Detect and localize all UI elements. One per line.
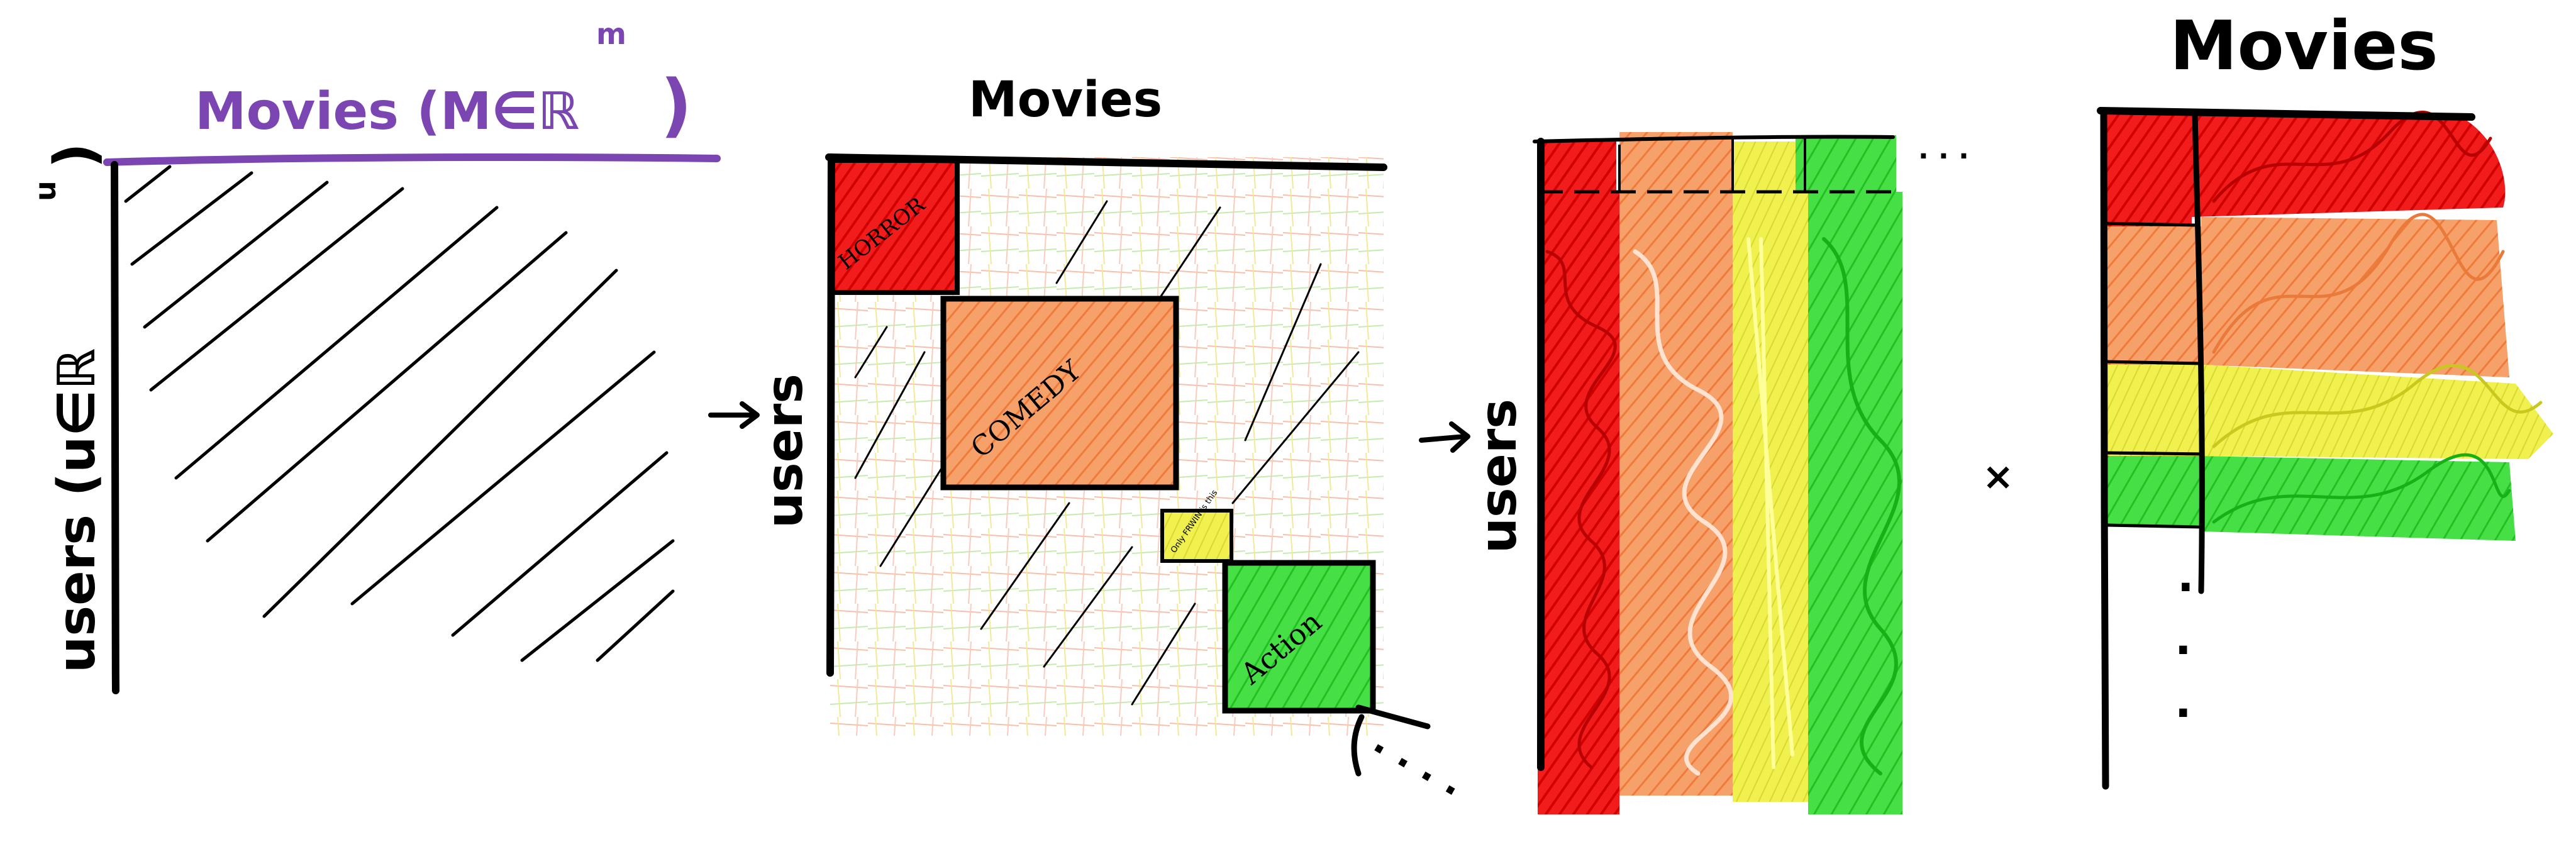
panel4-row-yellow [2204,365,2553,459]
panel3-user-factors: users . . . [1469,132,1969,814]
panel4-header-yellow [2104,365,2204,456]
panel4-header-divider [2192,110,2205,594]
panel4-ellipsis-dot-2: . [2175,613,2192,665]
panel3-left-axis [1536,138,1545,771]
panel3-header-green [1796,135,1896,192]
panel3-ellipsis: . . . [1918,133,1969,165]
panel2-users-label: users [755,374,814,528]
panel4-header-green [2107,456,2201,525]
panel3-top-axis [1533,135,1895,143]
panel2-action-block [1222,560,1376,714]
panel4-header-red [2101,113,2192,226]
panel1-movies-close-paren: ) [660,65,692,145]
panel2-diagonal-continuation [1351,704,1431,777]
panel2-horror-block [829,158,960,295]
panel4-row-red [2192,113,2506,217]
panel1-users-close-paren: ) [42,143,108,169]
panel2-tiny-block [1160,509,1233,563]
panel3-header-yellow [1733,142,1796,192]
panel3-column-orange [1619,192,1733,796]
panel2-top-axis [825,153,1387,171]
panel3-column-green [1808,192,1902,814]
panel3-column-dividers [1618,138,1806,192]
panel1-empty-hatching [124,165,675,662]
panel2-genre-blocks: Movies users HORROR COMEDY Only FRWIN is… [755,72,1472,805]
panel3-column-red [1538,192,1619,814]
panel1-users-exponent: u [28,180,62,201]
panel2-diagonal-strokes [854,200,1360,706]
panel4-header-orange [2101,226,2201,365]
panel4-movie-factors: Movies . . . [2097,7,2553,790]
panel1-left-axis [111,161,119,694]
panel4-top-axis [2097,107,2475,121]
panel4-ellipsis-dot-3: . [2175,676,2192,728]
panel1-movies-label: Movies (M∈ℝ [195,82,579,142]
panel4-movies-label: Movies [2170,7,2438,86]
panel4-row-orange [2201,217,2509,377]
panel3-users-label: users [1469,399,1528,553]
arrow-2 [1419,421,1470,453]
panel1-users-label: users (u∈ℝ [47,348,107,673]
panel1-top-axis [103,153,721,166]
panel1-ratings-matrix: Movies (M∈ℝ m ) users (u∈ℝ u ) [28,17,721,694]
panel2-movies-label: Movies [969,72,1162,128]
panel4-left-axis [2100,107,2109,790]
arrow-1 [708,401,760,429]
panel2-left-axis [826,153,835,677]
panel1-movies-exponent: m [596,17,626,51]
panel4-ellipsis-dot-1: . [2177,550,2194,602]
panel4-row-dividers [2100,221,2205,529]
panel2-ellipsis: . . . . [1367,718,1472,805]
multiply-symbol: × [1982,455,2014,499]
panel4-scribbles [2212,110,2543,524]
panel3-header-orange [1619,132,1733,192]
panel3-scribbles [1545,237,1901,776]
panel3-header-red [1538,142,1616,192]
panel2-comedy-block [940,296,1179,491]
